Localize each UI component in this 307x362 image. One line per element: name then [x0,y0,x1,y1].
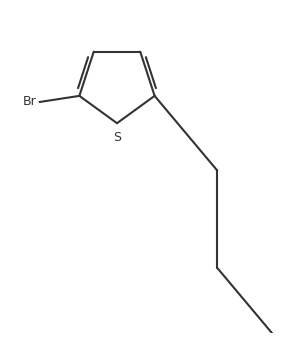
Text: S: S [113,131,121,144]
Text: Br: Br [23,96,37,109]
